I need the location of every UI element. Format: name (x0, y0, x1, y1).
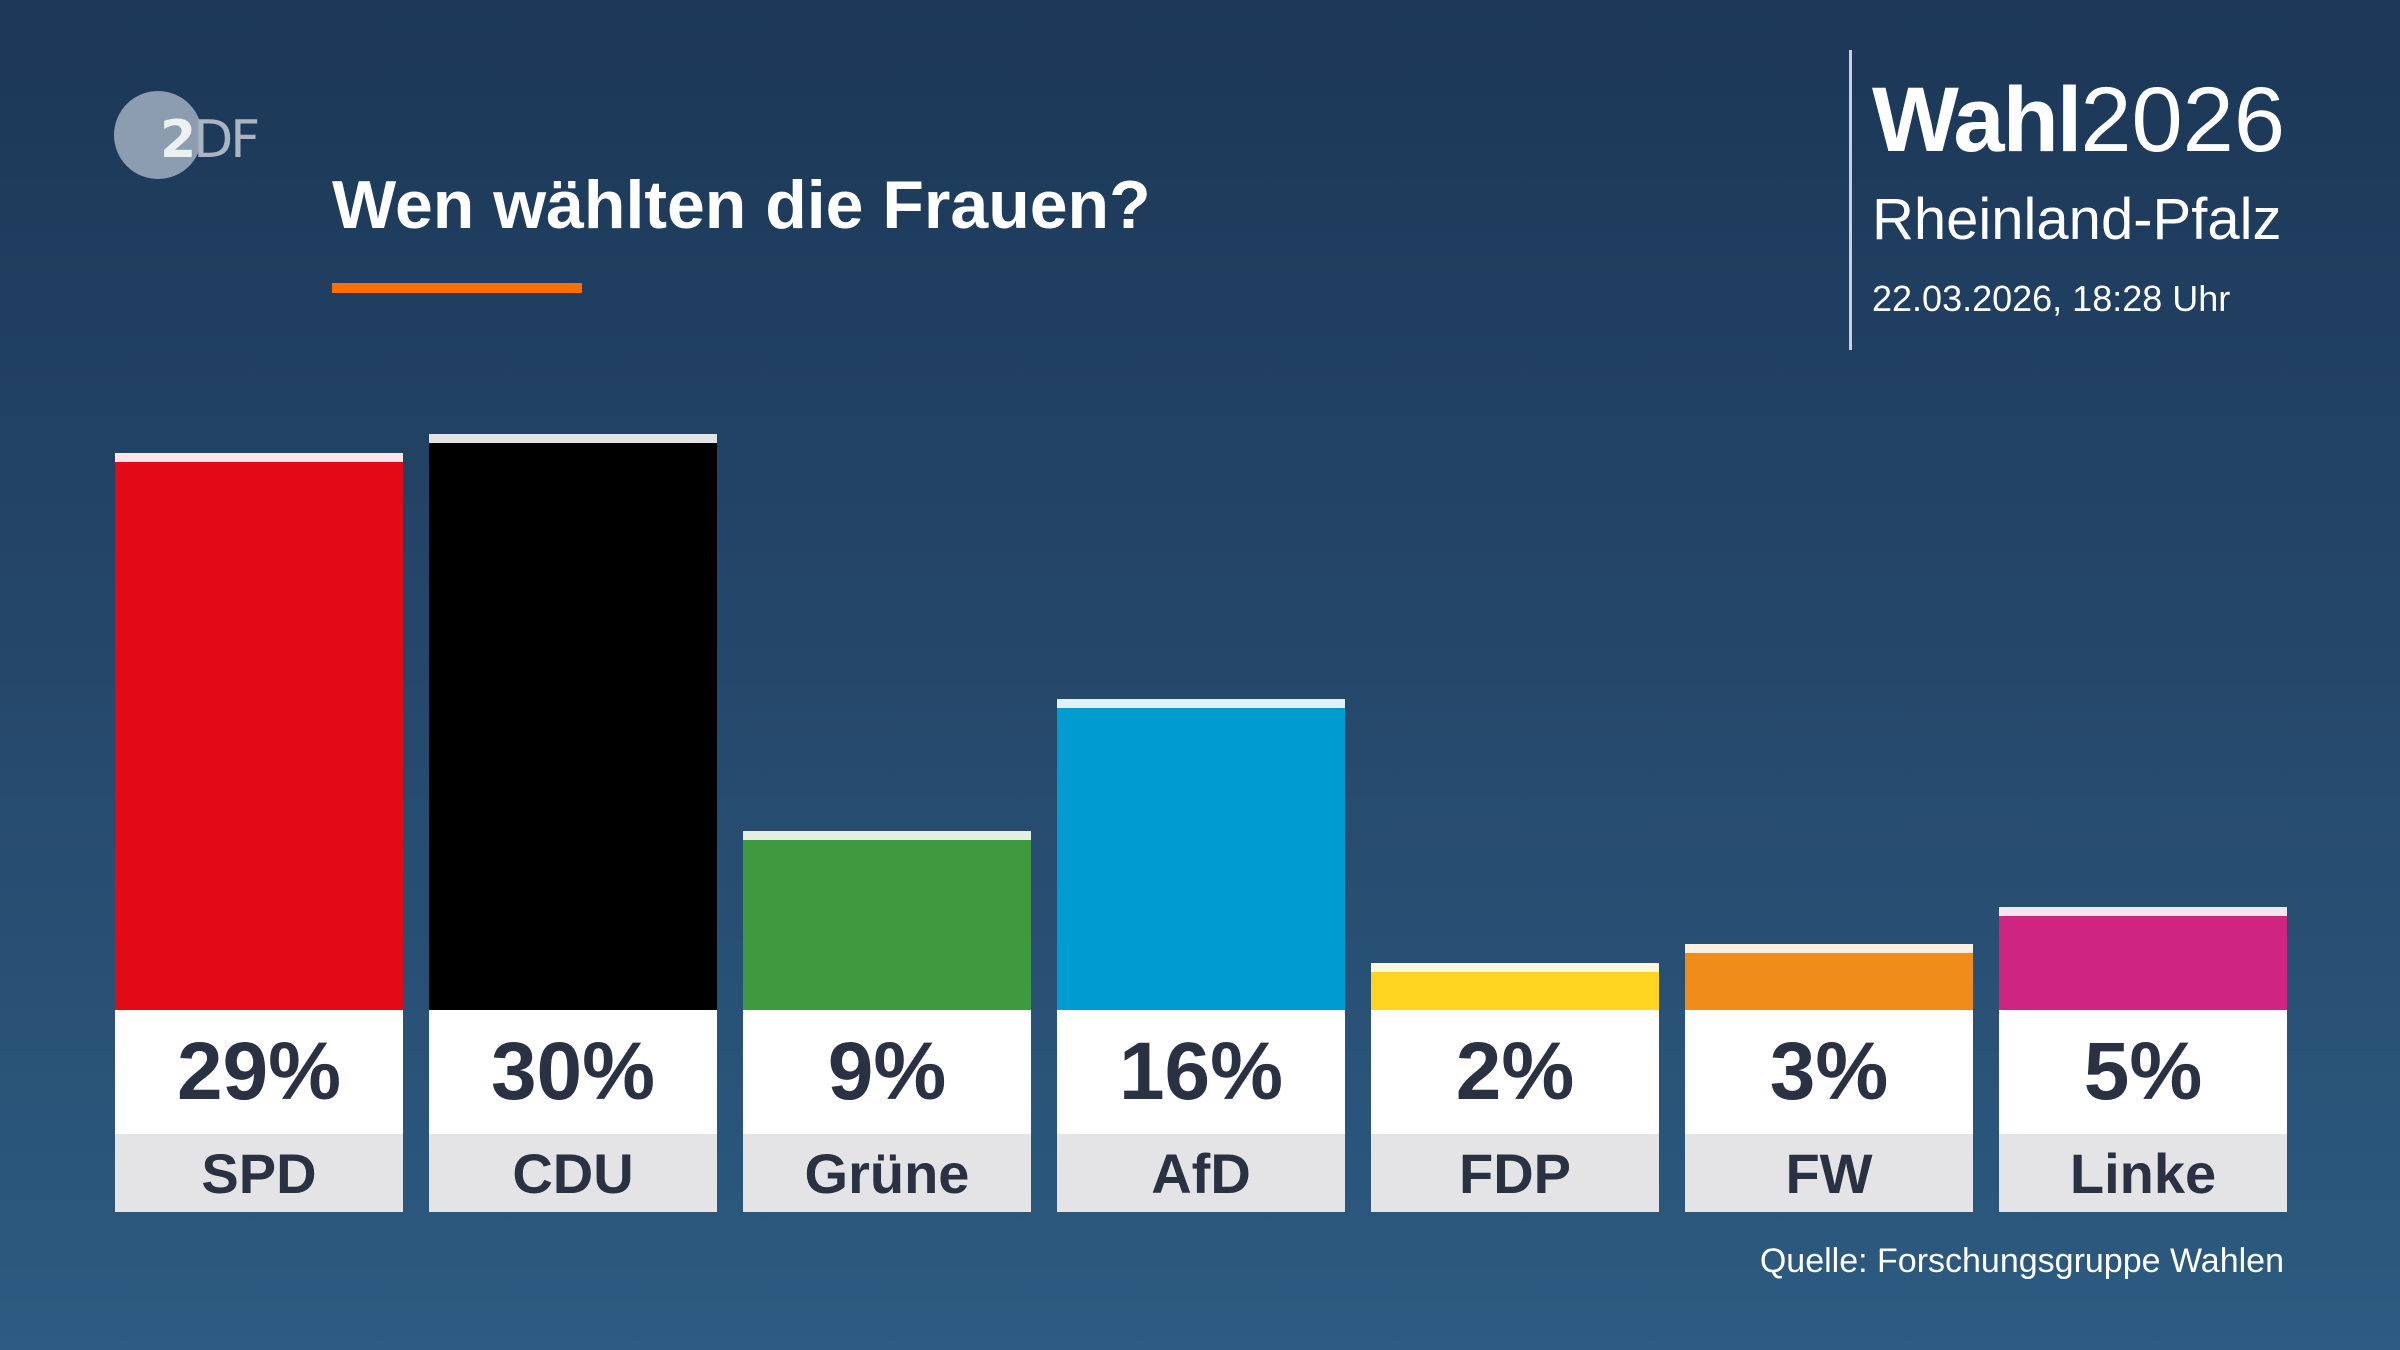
bar-cap (1999, 906, 2287, 916)
bar-grüne (743, 839, 1031, 1010)
logo-text-main: 2 (160, 110, 196, 170)
bar-cap (1685, 944, 1973, 954)
zdf-logo-circle (114, 91, 202, 179)
bar-linke (1999, 915, 2287, 1010)
category-label: AfD (1057, 1134, 1345, 1212)
category-label: Linke (1999, 1134, 2287, 1212)
zdf-logo: 2DF (160, 110, 260, 170)
bar-afd (1057, 707, 1345, 1010)
category-label: FW (1685, 1134, 1973, 1212)
bar-cap (429, 434, 717, 443)
value-label: 2% (1371, 1010, 1659, 1134)
header-divider (1849, 50, 1852, 350)
logo-text-rest: DF (193, 110, 260, 170)
bar-spd (115, 461, 403, 1010)
title-accent-line (332, 283, 582, 293)
source-note: Quelle: Forschungsgruppe Wahlen (1759, 1242, 2284, 1280)
bar-cap (115, 452, 403, 462)
bar-cap (1371, 963, 1659, 973)
bar-fw (1685, 953, 1973, 1010)
value-label: 29% (115, 1010, 403, 1134)
value-label: 9% (743, 1010, 1031, 1134)
category-label: CDU (429, 1134, 717, 1212)
chart-title: Wen wählten die Frauen? (332, 167, 1151, 243)
value-label: 3% (1685, 1010, 1973, 1134)
brand-title: Wahl2026 (1872, 70, 2285, 170)
timestamp: 22.03.2026, 18:28 Uhr (1872, 278, 2231, 319)
bar-cdu (429, 443, 717, 1010)
region-label: Rheinland-Pfalz (1872, 187, 2282, 252)
category-label: SPD (115, 1134, 403, 1212)
category-label: FDP (1371, 1134, 1659, 1212)
bar-cap (743, 830, 1031, 840)
bar-fdp (1371, 972, 1659, 1010)
category-label: Grüne (743, 1134, 1031, 1212)
value-label: 16% (1057, 1010, 1345, 1134)
value-label: 30% (429, 1010, 717, 1134)
bar-cap (1057, 698, 1345, 708)
value-label: 5% (1999, 1010, 2287, 1134)
brand-year: 2026 (2080, 69, 2286, 171)
brand-bold: Wahl (1872, 69, 2082, 171)
